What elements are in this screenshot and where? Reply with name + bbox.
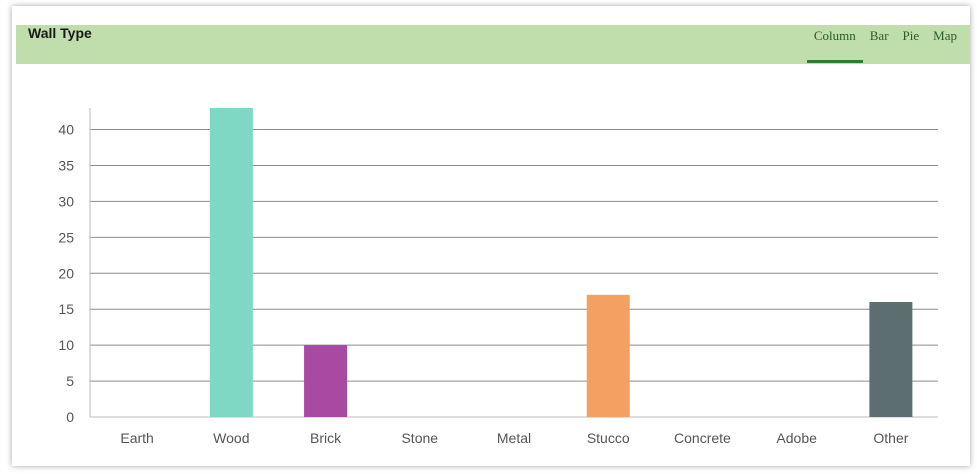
bar-other <box>869 302 913 417</box>
x-tick-label-earth: Earth <box>120 430 153 446</box>
y-tick-label-5: 5 <box>66 373 74 389</box>
chart-panel <box>12 6 970 466</box>
chart-header: Wall Type Column Bar Pie Map <box>16 25 970 64</box>
x-tick-label-other: Other <box>873 430 908 446</box>
y-tick-label-30: 30 <box>58 193 74 209</box>
x-tick-label-metal: Metal <box>497 430 531 446</box>
tab-column[interactable]: Column <box>806 25 863 63</box>
y-tick-label-25: 25 <box>58 229 74 245</box>
y-tick-label-20: 20 <box>58 265 74 281</box>
x-tick-label-wood: Wood <box>213 430 249 446</box>
y-tick-label-15: 15 <box>58 301 74 317</box>
tab-bar[interactable]: Bar <box>869 28 889 43</box>
bar-stucco <box>586 294 630 417</box>
x-tick-label-adobe: Adobe <box>776 430 817 446</box>
bar-brick <box>304 345 348 417</box>
x-tick-label-concrete: Concrete <box>674 430 731 446</box>
y-tick-label-0: 0 <box>66 409 74 425</box>
x-tick-label-stone: Stone <box>401 430 438 446</box>
chart-type-tabs: Column Bar Pie Map <box>806 25 964 64</box>
x-tick-label-brick: Brick <box>310 430 342 446</box>
tab-map[interactable]: Map <box>933 28 957 43</box>
x-tick-label-stucco: Stucco <box>587 430 630 446</box>
y-tick-label-40: 40 <box>58 122 74 138</box>
chart-title: Wall Type <box>28 25 92 41</box>
y-tick-label-35: 35 <box>58 157 74 173</box>
tab-pie[interactable]: Pie <box>902 28 920 43</box>
bar-wood <box>209 108 253 417</box>
y-tick-label-10: 10 <box>58 337 74 353</box>
